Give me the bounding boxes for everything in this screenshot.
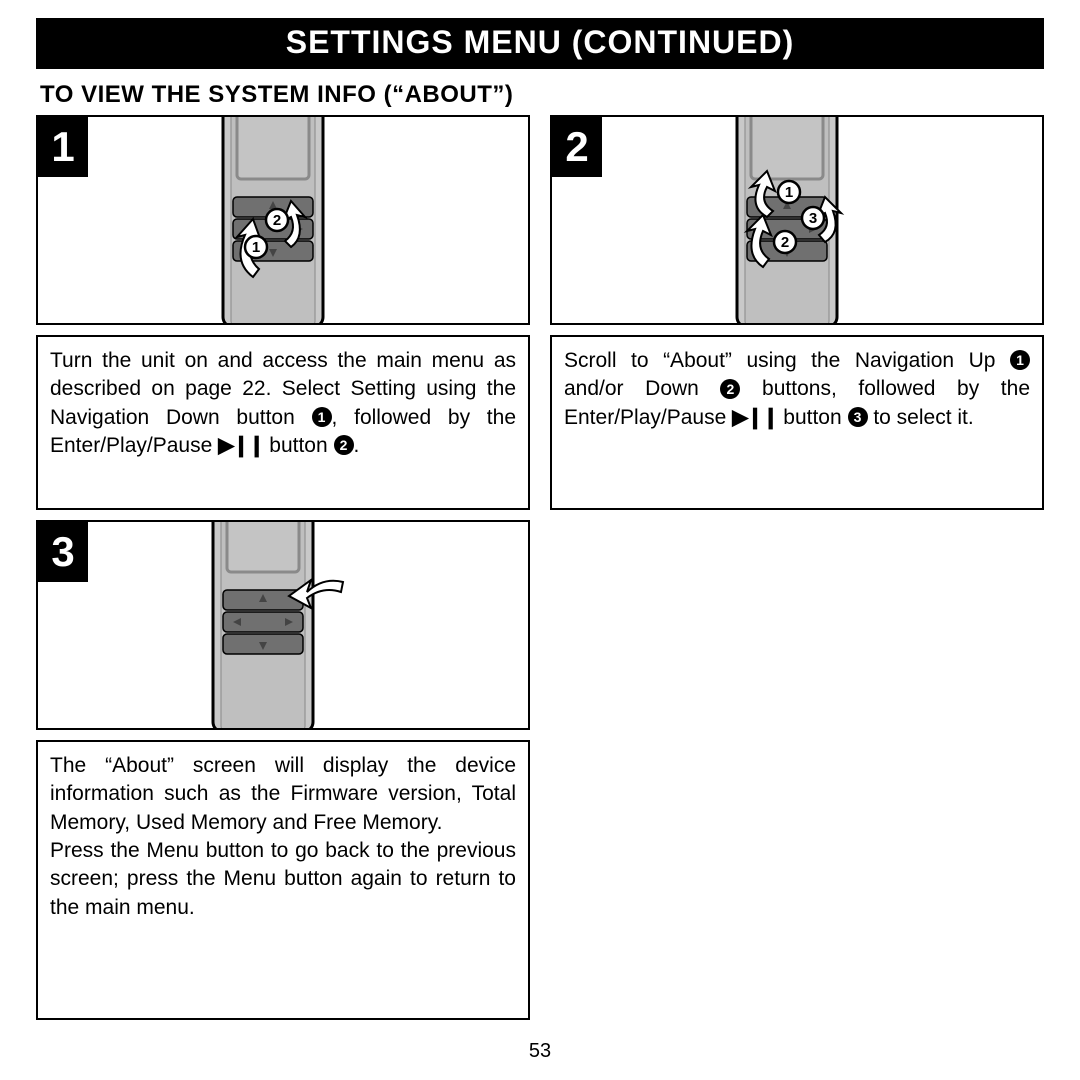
svg-text:2: 2: [273, 212, 281, 229]
page-header: SETTINGS MENU (CONTINUED): [36, 18, 1044, 69]
inline-callout-3: 3: [848, 407, 868, 427]
play-pause-icon: ▶❙❙: [218, 434, 263, 457]
device-illustration-3: [173, 520, 393, 730]
page-number: 53: [36, 1040, 1044, 1063]
svg-text:2: 2: [781, 234, 789, 251]
inline-callout-1: 1: [1010, 350, 1030, 370]
svg-text:1: 1: [252, 239, 260, 256]
step-2-number: 2: [552, 117, 602, 177]
svg-text:1: 1: [785, 184, 793, 201]
step-1-figure: 1: [36, 115, 530, 325]
inline-callout-2: 2: [334, 435, 354, 455]
device-illustration-1: 1 2: [193, 115, 373, 325]
play-pause-icon: ▶❙❙: [732, 406, 777, 429]
step-3-number: 3: [38, 522, 88, 582]
step-2-figure: 2: [550, 115, 1044, 325]
svg-text:3: 3: [809, 210, 817, 227]
inline-callout-2: 2: [720, 379, 740, 399]
step-1-number: 1: [38, 117, 88, 177]
inline-callout-1: 1: [312, 407, 332, 427]
step-2-text: Scroll to “About” using the Navigation U…: [550, 335, 1044, 510]
step-3-figure: 3: [36, 520, 530, 730]
steps-grid: 1: [36, 115, 1044, 1020]
device-illustration-2: 1 2 3: [697, 115, 897, 325]
step-3-text: The “About” screen will display the devi…: [36, 740, 530, 1020]
step-1-text: Turn the unit on and access the main men…: [36, 335, 530, 510]
section-title: TO VIEW THE SYSTEM INFO (“ABOUT”): [40, 81, 1044, 109]
